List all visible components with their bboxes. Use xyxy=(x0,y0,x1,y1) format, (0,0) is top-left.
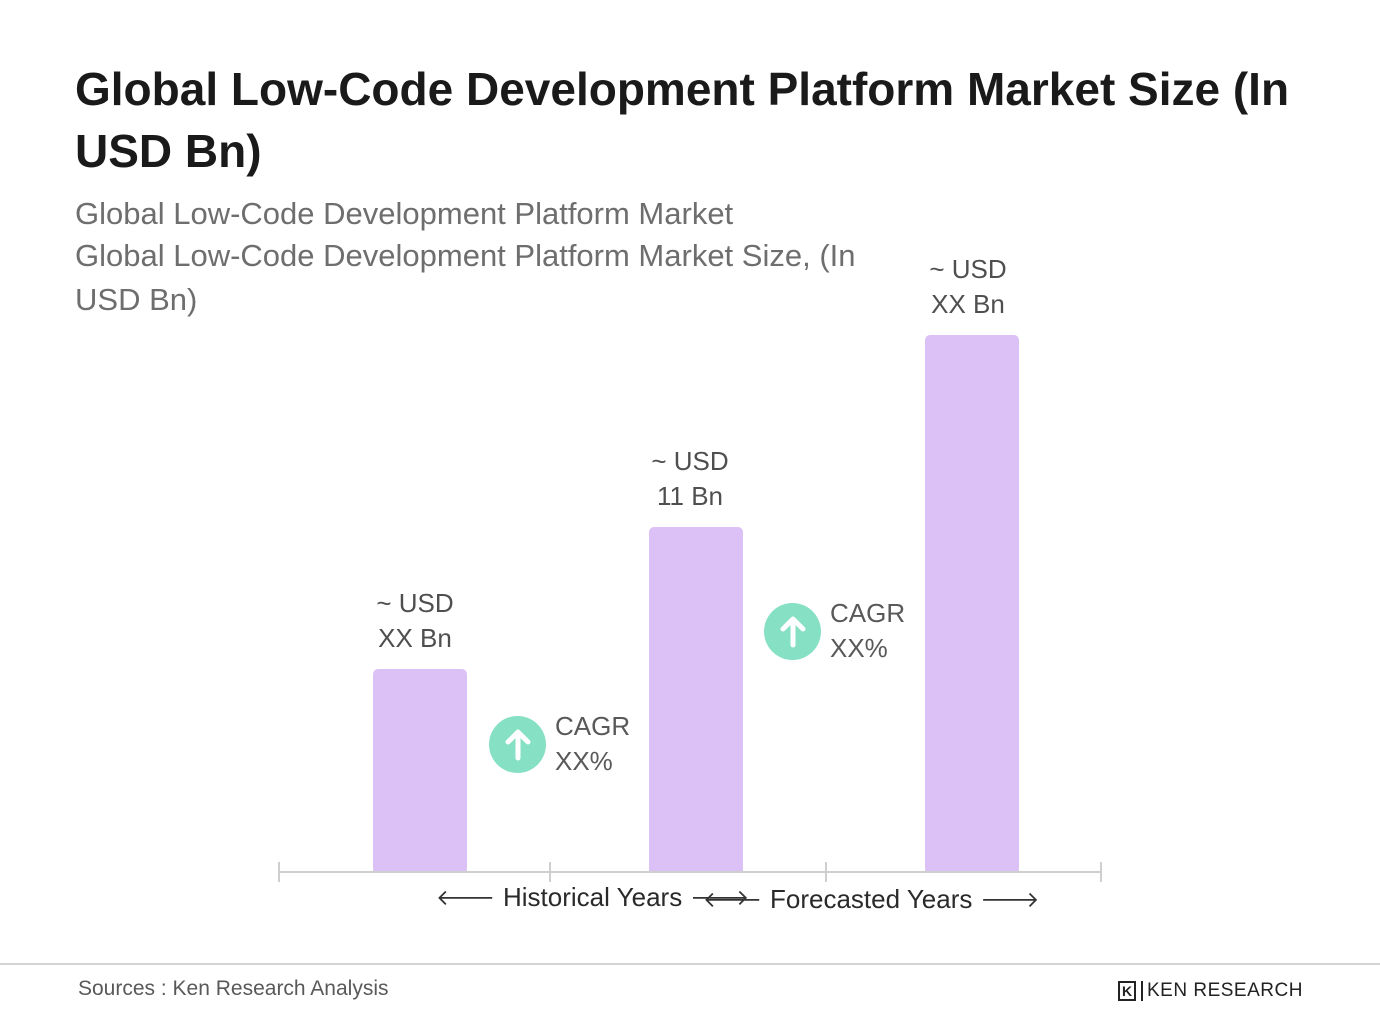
period-historical-label: Historical Years xyxy=(503,882,683,912)
subtitle-line-2: Global Low-Code Development Platform Mar… xyxy=(75,238,856,317)
cagr-value: XX% xyxy=(830,633,888,663)
bar-3-data-label: ~ USD XX Bn xyxy=(898,252,1038,322)
ken-research-logo: K KEN RESEARCH xyxy=(1118,980,1303,1002)
chart-subtitle: Global Low-Code Development Platform Mar… xyxy=(75,194,915,322)
bar-1-label-line-1: ~ USD xyxy=(376,588,454,618)
x-axis-line xyxy=(278,871,1102,873)
period-forecast: 🡐 Forecasted Years 🡒 xyxy=(703,884,1039,915)
bar-1-data-label: ~ USD XX Bn xyxy=(345,586,485,656)
bar-3-label-line-2: XX Bn xyxy=(931,289,1005,319)
bar-2-label-line-1: ~ USD xyxy=(651,446,729,476)
logo-mark-icon: K xyxy=(1118,981,1136,1001)
chart-title: Global Low-Code Development Platform Mar… xyxy=(75,63,1290,177)
bar-3-label-line-1: ~ USD xyxy=(929,254,1007,284)
bar-2 xyxy=(649,527,743,872)
x-axis-tick xyxy=(825,862,827,882)
footer-divider xyxy=(0,963,1380,965)
arrow-right-icon: 🡒 xyxy=(980,886,1040,912)
source-note: Sources : Ken Research Analysis xyxy=(78,977,389,1000)
bar-1 xyxy=(373,669,467,872)
x-axis-tick xyxy=(278,862,280,882)
bar-2-data-label: ~ USD 11 Bn xyxy=(620,444,760,514)
cagr-label: CAGR xyxy=(830,598,906,628)
logo-text: KEN RESEARCH xyxy=(1147,980,1303,1001)
subtitle-line-1: Global Low-Code Development Platform Mar… xyxy=(75,196,734,231)
x-axis-tick xyxy=(1100,862,1102,882)
cagr-text-forecast: CAGR XX% xyxy=(830,596,905,666)
period-historical: 🡐 Historical Years 🡒 xyxy=(436,882,749,913)
bar-2-label-line-2: 11 Bn xyxy=(656,481,723,511)
arrow-up-icon xyxy=(764,602,821,660)
logo-separator xyxy=(1141,981,1143,1001)
arrow-left-icon: 🡐 xyxy=(703,886,762,912)
x-axis-tick xyxy=(549,862,551,882)
cagr-annotation-forecast: CAGR XX% xyxy=(764,596,905,666)
arrow-right-icon: 🡒 xyxy=(690,884,750,910)
arrow-left-icon: 🡐 xyxy=(436,884,495,910)
arrow-up-icon xyxy=(489,715,546,773)
cagr-value: XX% xyxy=(555,746,613,776)
bar-1-label-line-2: XX Bn xyxy=(378,623,452,653)
cagr-annotation-historical: CAGR XX% xyxy=(489,709,630,779)
period-forecast-label: Forecasted Years xyxy=(770,884,973,914)
cagr-text-historical: CAGR XX% xyxy=(555,709,630,779)
cagr-label: CAGR xyxy=(555,711,631,741)
bar-3 xyxy=(925,335,1019,872)
